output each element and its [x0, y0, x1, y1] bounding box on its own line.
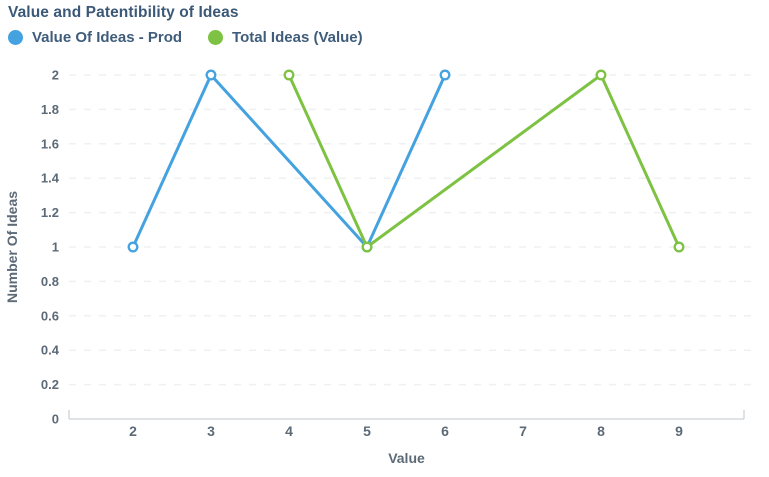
legend-swatch-blue-icon [8, 30, 23, 45]
x-tick-label: 5 [363, 423, 371, 439]
x-tick-label: 9 [675, 423, 683, 439]
data-point-marker[interactable] [283, 69, 295, 81]
series-line-1 [287, 73, 681, 249]
x-tick-label: 6 [441, 423, 449, 439]
y-tick-label: 0.8 [41, 274, 59, 289]
series-line-0 [131, 73, 447, 249]
y-tick-label: 0.4 [41, 343, 60, 358]
legend: Value Of Ideas - Prod Total Ideas (Value… [8, 29, 363, 46]
y-tick-label: 1.6 [41, 136, 59, 151]
x-tick-label: 8 [597, 423, 605, 439]
x-tick-label: 4 [285, 423, 293, 439]
y-tick-label: 1 [52, 240, 59, 255]
legend-label: Total Ideas (Value) [232, 29, 363, 46]
y-tick-label: 2 [52, 68, 59, 83]
chart-title: Value and Patentibility of Ideas [8, 4, 239, 21]
data-point-marker[interactable] [595, 69, 607, 81]
y-axis-title: Number Of Ideas [4, 191, 20, 303]
legend-swatch-green-icon [208, 30, 224, 45]
x-tick-label: 2 [129, 423, 137, 439]
x-tick-label: 3 [207, 423, 215, 439]
legend-item-total-ideas-value[interactable]: Total Ideas (Value) [208, 29, 363, 46]
legend-item-value-of-ideas-prod[interactable]: Value Of Ideas - Prod [8, 29, 182, 46]
data-point-marker[interactable] [127, 241, 139, 253]
x-axis-title: Value [388, 450, 425, 466]
data-point-marker[interactable] [361, 241, 373, 253]
data-point-marker[interactable] [205, 69, 217, 81]
legend-label: Value Of Ideas - Prod [32, 29, 183, 46]
x-tick-label: 7 [519, 423, 527, 439]
y-tick-label: 1.8 [41, 102, 59, 117]
y-tick-label: 0.6 [41, 308, 59, 323]
y-tick-label: 1.4 [41, 171, 60, 186]
y-tick-label: 0 [52, 412, 59, 427]
y-tick-label: 1.2 [41, 205, 59, 220]
data-point-marker[interactable] [439, 69, 451, 81]
data-point-marker[interactable] [673, 241, 685, 253]
y-tick-label: 0.2 [41, 377, 59, 392]
